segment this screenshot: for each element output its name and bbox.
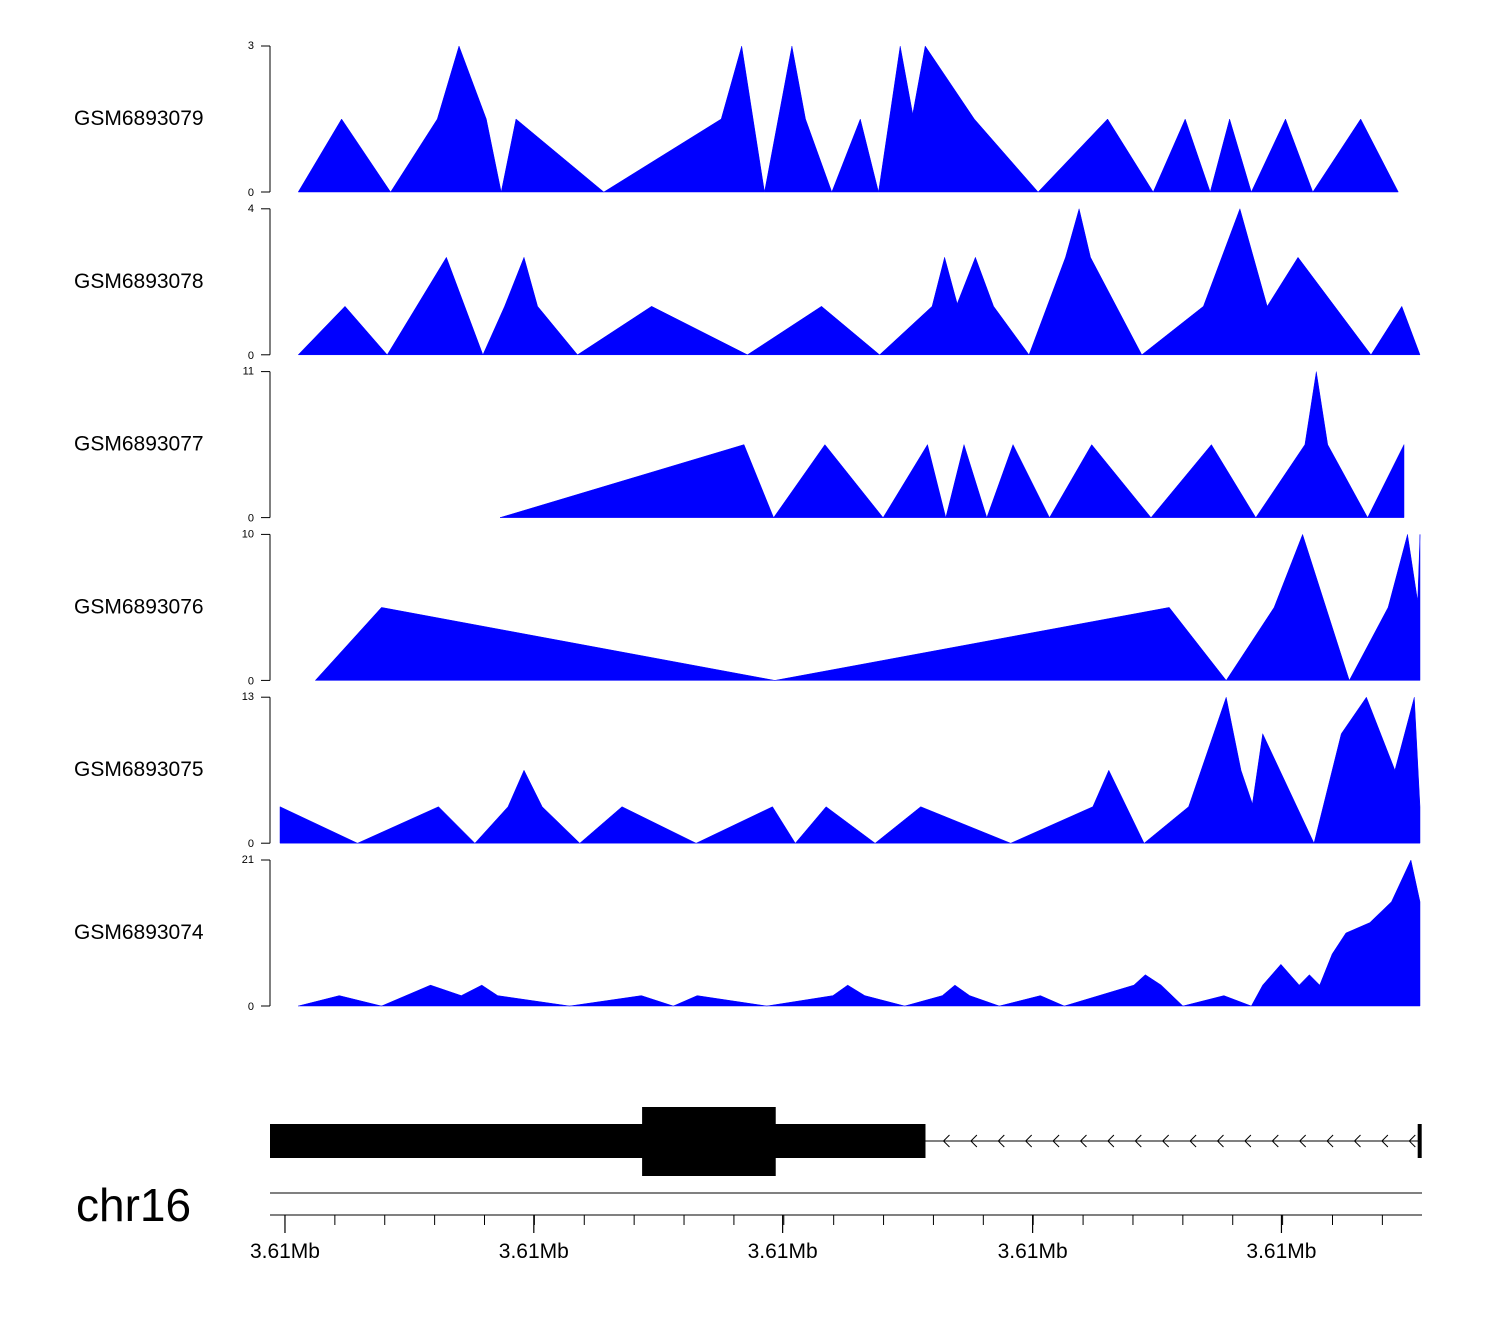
x-tick-label: 3.61Mb — [1246, 1240, 1316, 1263]
y-tick-label-max: 3 — [248, 40, 254, 52]
gene-tss-mark — [1417, 1124, 1422, 1158]
coverage-area — [298, 859, 1421, 1007]
strand-arrow — [1326, 1134, 1334, 1148]
track-GSM6893078: GSM6893078 4 0 — [74, 203, 1421, 362]
strand-arrow — [1271, 1134, 1279, 1148]
coverage-area — [314, 533, 1421, 682]
coverage-area — [279, 696, 1421, 844]
coverage-area — [297, 45, 1399, 193]
strand-arrow — [1244, 1134, 1252, 1148]
coverage-area — [297, 207, 1421, 356]
strand-arrow — [1107, 1134, 1115, 1148]
y-tick-label-max: 13 — [242, 691, 254, 703]
strand-arrow — [1381, 1134, 1389, 1148]
y-tick-label-max: 10 — [242, 528, 254, 540]
strand-arrow — [1134, 1134, 1142, 1148]
track-GSM6893079: GSM6893079 3 0 — [74, 40, 1399, 199]
strand-arrow — [997, 1134, 1005, 1148]
strand-arrow — [1161, 1134, 1170, 1148]
track-label: GSM6893074 — [74, 921, 204, 944]
y-tick-label-min: 0 — [248, 1001, 254, 1013]
track-GSM6893076: GSM6893076 10 0 — [74, 528, 1421, 687]
x-tick-label: 3.61Mb — [748, 1240, 818, 1263]
y-tick-label-min: 0 — [248, 187, 254, 199]
strand-arrow — [1189, 1134, 1197, 1148]
x-tick-label: 3.61Mb — [499, 1240, 569, 1263]
strand-arrow — [1052, 1134, 1060, 1148]
y-tick-label-max: 21 — [242, 854, 254, 866]
strand-arrow — [1079, 1134, 1087, 1148]
y-tick-label-max: 4 — [248, 203, 254, 215]
track-GSM6893075: GSM6893075 13 0 — [74, 691, 1421, 850]
x-tick-label: 3.61Mb — [250, 1240, 320, 1263]
y-tick-label-min: 0 — [248, 675, 254, 687]
strand-arrow — [1408, 1134, 1416, 1148]
track-label: GSM6893076 — [74, 595, 204, 618]
gene-utr-block — [270, 1124, 926, 1158]
track-GSM6893077: GSM6893077 11 0 — [74, 366, 1405, 525]
track-GSM6893074: GSM6893074 21 0 — [74, 854, 1421, 1013]
track-label: GSM6893079 — [74, 107, 204, 130]
track-label: GSM6893077 — [74, 433, 204, 456]
strand-arrow — [1024, 1134, 1033, 1148]
y-tick-label-min: 0 — [248, 838, 254, 850]
strand-arrow — [1298, 1134, 1307, 1148]
y-tick-label-min: 0 — [248, 513, 254, 525]
chromosome-label: chr16 — [76, 1179, 191, 1231]
x-tick-label: 3.61Mb — [998, 1240, 1068, 1263]
gene-model — [270, 1107, 1422, 1176]
coverage-area — [499, 371, 1405, 519]
y-tick-label-min: 0 — [248, 350, 254, 362]
gene-cds-block — [642, 1107, 776, 1176]
track-label: GSM6893078 — [74, 270, 204, 293]
strand-arrow — [970, 1134, 978, 1148]
track-label: GSM6893075 — [74, 758, 204, 781]
y-tick-label-max: 11 — [243, 366, 254, 378]
strand-arrow — [1353, 1134, 1361, 1148]
strand-arrow — [942, 1134, 950, 1148]
strand-arrow — [1216, 1134, 1224, 1148]
